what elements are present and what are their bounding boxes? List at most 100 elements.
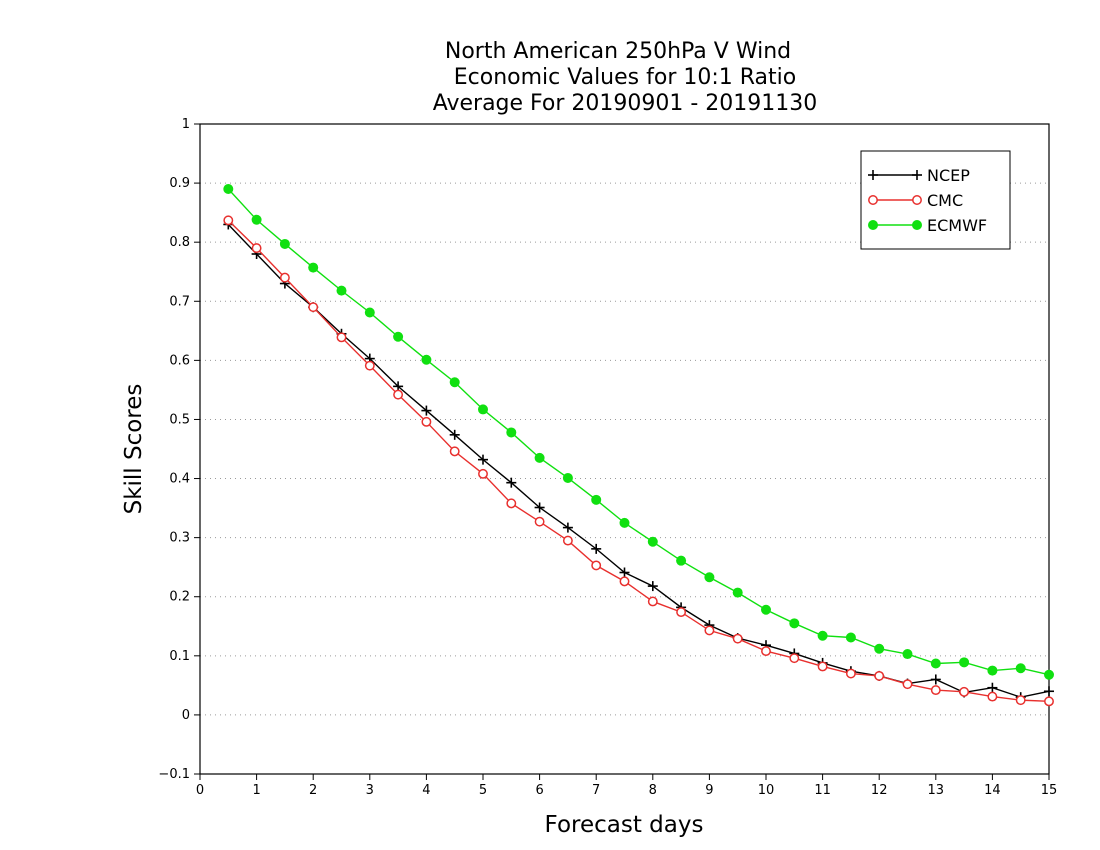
- x-tick-label: 6: [535, 783, 543, 798]
- cmc-point: [732, 633, 743, 644]
- y-tick-label: 0.9: [169, 176, 190, 191]
- x-tick-label: 13: [928, 783, 945, 798]
- cmc-point: [478, 468, 488, 479]
- ecmwf-point: [336, 285, 347, 296]
- cmc-point: [845, 668, 856, 679]
- y-tick-label: 0.2: [169, 590, 190, 605]
- ncep-point: [421, 405, 432, 416]
- ecmwf-point: [223, 184, 234, 194]
- cmc-point: [393, 389, 404, 400]
- ecmwf-point: [562, 472, 573, 483]
- y-tick-label: 0.6: [169, 353, 190, 368]
- ecmwf-point: [364, 307, 375, 318]
- ecmwf-point: [902, 649, 913, 660]
- ecmwf-point: [817, 630, 828, 641]
- y-tick-label: 0.5: [169, 412, 190, 427]
- x-tick-label: 3: [366, 783, 374, 798]
- cmc-point: [591, 560, 602, 571]
- ecmwf-point: [591, 494, 602, 505]
- legend-label: ECMWF: [927, 216, 987, 235]
- ecmwf-point: [421, 354, 432, 365]
- cmc-point: [279, 272, 290, 283]
- cmc-point: [1044, 696, 1054, 707]
- legend-marker: [912, 195, 922, 205]
- legend-marker: [868, 220, 878, 230]
- legend-marker: [868, 170, 878, 180]
- ecmwf-point: [449, 377, 460, 388]
- x-tick-label: 12: [871, 783, 888, 798]
- ecmwf-point: [676, 555, 687, 566]
- y-tick-label: 0.7: [169, 294, 190, 309]
- y-tick-label: 0.8: [169, 235, 190, 250]
- legend-label: NCEP: [927, 166, 970, 185]
- legend-entry-cmc: CMC: [868, 191, 963, 210]
- ncep-point: [987, 682, 998, 693]
- legend-marker: [912, 170, 922, 180]
- y-axis-title: Skill Scores: [121, 384, 147, 515]
- y-tick-label: 0.3: [169, 531, 190, 546]
- x-tick-label: 11: [814, 783, 831, 798]
- x-tick-label: 4: [422, 783, 430, 798]
- y-tick-labels: −0.1 0 0.1 0.2 0.3 0.4 0.5 0.6 0.7 0.8 0.9 1: [158, 117, 190, 782]
- plot-frame: [199, 123, 1050, 775]
- ecmwf-point: [874, 643, 885, 654]
- x-tick-label: 2: [309, 783, 317, 798]
- ecmwf-point: [1015, 663, 1026, 674]
- cmc-point: [761, 646, 771, 657]
- x-tick-label: 5: [479, 783, 487, 798]
- x-tick-label: 8: [649, 783, 657, 798]
- ncep-point: [1044, 686, 1054, 697]
- cmc-point: [619, 576, 630, 587]
- data-series: [223, 184, 1054, 707]
- cmc-point: [421, 416, 432, 427]
- cmc-point: [562, 535, 573, 546]
- ecmwf-point: [1044, 669, 1054, 680]
- cmc-point: [902, 679, 913, 690]
- y-tick-label: 1: [182, 117, 190, 132]
- legend: NCEP CMC ECMWF: [860, 150, 1011, 250]
- x-tick-label: 14: [984, 783, 1001, 798]
- x-tick-label: 15: [1041, 783, 1058, 798]
- x-tick-label: 1: [252, 783, 260, 798]
- x-tick-label: 7: [592, 783, 600, 798]
- legend-entry-ncep: NCEP: [868, 166, 970, 185]
- ecmwf-point: [619, 517, 630, 528]
- ecmwf-point: [930, 658, 941, 669]
- axis-ticks: [194, 123, 1050, 780]
- cmc-point: [987, 691, 998, 702]
- x-tick-labels: 0 1 2 3 4 5 6 7 8 9 10 11 12 13 14 15: [196, 783, 1057, 798]
- ncep-point: [619, 567, 630, 578]
- ncep-series: [223, 219, 1054, 703]
- cmc-point: [251, 243, 262, 254]
- ncep-line: [227, 223, 1050, 698]
- cmc-line: [227, 219, 1050, 703]
- y-tick-label: 0: [182, 708, 190, 723]
- ecmwf-point: [987, 665, 998, 676]
- ncep-point: [647, 581, 658, 592]
- title-line-1: North American 250hPa V Wind: [445, 39, 791, 64]
- ecmwf-point: [845, 632, 856, 643]
- ncep-point: [534, 502, 545, 513]
- ecmwf-point: [761, 604, 771, 615]
- ecmwf-point: [251, 214, 262, 225]
- cmc-point: [336, 332, 347, 343]
- cmc-point: [364, 360, 375, 371]
- title-line-2: Economic Values for 10:1 Ratio: [454, 65, 796, 90]
- cmc-point: [874, 670, 885, 681]
- y-tick-label: 0.4: [169, 472, 190, 487]
- cmc-point: [506, 498, 517, 509]
- x-tick-label: 9: [705, 783, 713, 798]
- x-tick-label: 0: [196, 783, 204, 798]
- cmc-point: [930, 685, 941, 696]
- ecmwf-line: [227, 188, 1050, 676]
- cmc-point: [449, 446, 460, 457]
- x-axis-title: Forecast days: [545, 812, 704, 838]
- gridlines: [200, 182, 1049, 716]
- chart-title: North American 250hPa V Wind Economic Va…: [433, 39, 818, 116]
- cmc-point: [647, 596, 658, 607]
- cmc-point: [534, 516, 545, 527]
- ecmwf-point: [279, 238, 290, 249]
- cmc-series: [223, 215, 1054, 707]
- ecmwf-point: [704, 572, 715, 583]
